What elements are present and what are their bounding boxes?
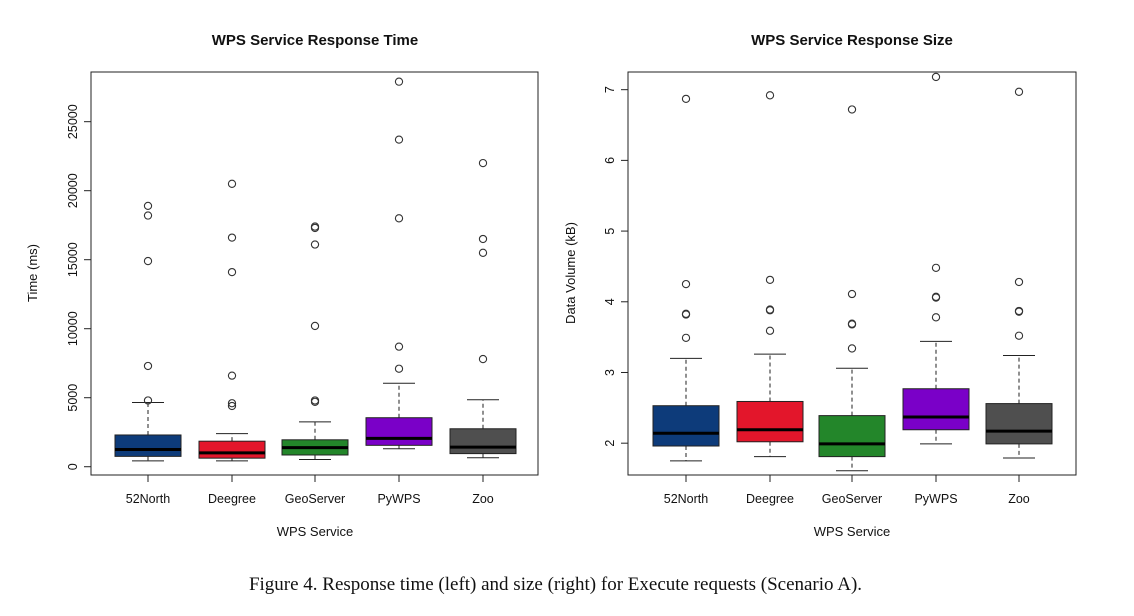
outlier-point [478,158,488,168]
outlier-point [143,201,153,211]
outlier-point [478,354,488,364]
box-pywps [365,77,433,450]
y-tick-label: 5000 [66,384,80,412]
iqr-box [365,417,433,446]
chart-title: WPS Service Response Size [751,32,953,49]
outlier-point [227,399,237,408]
outlier-point [394,342,404,351]
outlier-point [765,275,775,285]
outlier-point [681,94,691,104]
y-axis-label: Time (ms) [25,244,40,302]
figure-caption: Figure 4. Response time (left) and size … [248,574,863,595]
y-axis-label: Data Volume (kB) [563,222,578,324]
x-axis-label: WPS Service [277,524,354,539]
outlier-point [478,234,488,244]
iqr-box [198,440,266,459]
outlier-point [847,105,857,114]
outlier-point [143,361,153,371]
outlier-point [1014,87,1024,96]
iqr-box [449,428,517,455]
y-tick-label: 7 [603,86,617,93]
outlier-point [394,364,404,373]
outlier-point [681,309,691,318]
box-pywps [902,72,970,445]
box-geoserver [818,105,886,472]
x-tick-label: GeoServer [285,492,345,506]
outlier-point [478,248,488,257]
box-52north [652,94,720,462]
iqr-box [818,415,886,458]
x-tick-label: Zoo [1008,492,1030,506]
box-zoo [985,87,1053,459]
plot-frame [90,71,539,476]
x-tick-label: 52North [126,492,171,506]
outlier-point [931,313,941,322]
box-geoserver [281,222,349,461]
x-tick-label: Zoo [472,492,494,506]
y-tick-label: 6 [603,157,617,164]
box-deegree [198,179,266,462]
outlier-point [310,222,320,231]
outlier-point [931,292,941,301]
outlier-point [227,371,237,380]
response-time-chart: WPS Service Response Time Time (ms) WPS … [25,32,539,539]
outlier-point [143,256,153,266]
x-tick-label: PyWPS [377,492,420,506]
outlier-point [394,214,404,223]
y-tick-label: 15000 [66,242,80,277]
outlier-point [1014,277,1024,287]
outlier-point [1014,331,1024,340]
outlier-point [765,305,775,314]
y-tick-label: 20000 [66,173,80,208]
y-tick-label: 5 [603,228,617,235]
y-tick-label: 25000 [66,104,80,139]
outlier-point [310,321,320,331]
y-tick-label: 2 [603,440,617,447]
iqr-box [902,388,970,431]
x-tick-label: PyWPS [914,492,957,506]
outlier-point [847,344,857,353]
outlier-point [310,240,320,249]
outlier-point [394,135,404,144]
chart-title: WPS Service Response Time [212,32,418,49]
x-tick-label: 52North [664,492,709,506]
outlier-point [227,267,237,277]
outlier-point [227,233,237,242]
outlier-point [931,72,941,82]
box-deegree [736,91,804,458]
iqr-box [736,400,804,443]
outlier-point [227,401,237,411]
outlier-point [394,77,404,86]
box-zoo [449,158,517,459]
outlier-point [227,179,237,188]
response-size-chart: WPS Service Response Size Data Volume (k… [563,32,1077,539]
iqr-box [114,434,182,457]
outlier-point [847,319,857,328]
iqr-box [652,405,720,447]
iqr-box [985,403,1053,445]
y-tick-label: 3 [603,369,617,376]
outlier-point [931,263,941,272]
outlier-point [847,289,857,299]
box-52north [114,201,182,462]
outlier-point [681,279,691,289]
outlier-point [1014,306,1024,316]
outlier-point [143,211,153,220]
outlier-point [765,326,775,335]
y-tick-label: 10000 [66,311,80,346]
outlier-point [765,91,775,100]
x-tick-label: Deegree [746,492,794,506]
x-tick-label: Deegree [208,492,256,506]
outlier-point [143,396,153,405]
y-tick-label: 0 [66,463,80,470]
outlier-point [310,396,320,405]
y-tick-label: 4 [603,298,617,305]
outlier-point [681,333,691,342]
x-axis-label: WPS Service [814,524,891,539]
x-tick-label: GeoServer [822,492,882,506]
